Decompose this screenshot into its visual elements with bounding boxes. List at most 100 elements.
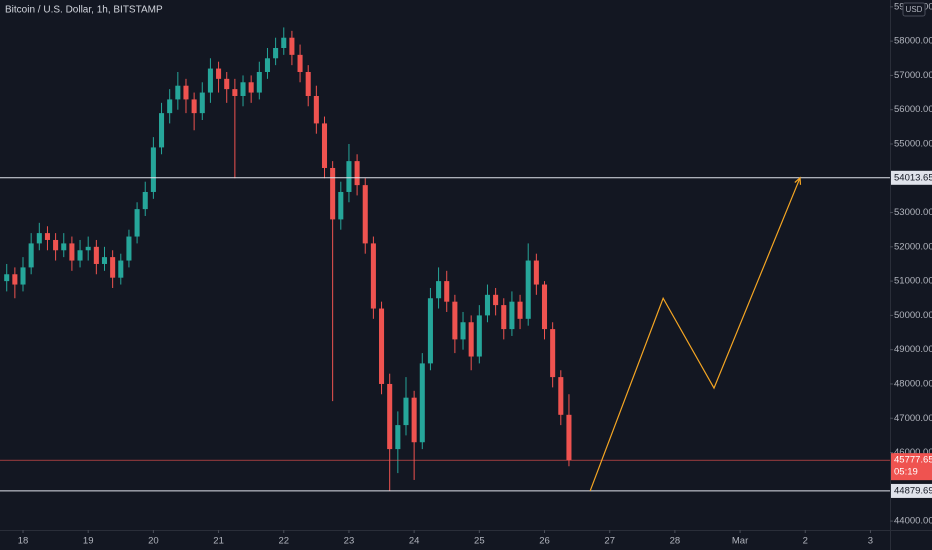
candle-body [533, 260, 539, 285]
candle-body [77, 250, 83, 261]
y-tick-label: 55000.00 [894, 139, 932, 150]
candle-body [12, 274, 18, 285]
candle-body [558, 377, 564, 415]
candle-body [256, 71, 262, 93]
x-tick-label: 18 [18, 536, 29, 547]
candle-body [541, 284, 548, 330]
candle-body [175, 85, 181, 100]
candle-body [61, 243, 67, 251]
candle-body [240, 82, 246, 96]
candle-body [436, 281, 442, 299]
candle-body [493, 294, 499, 306]
candle-body [346, 161, 352, 192]
candle-body [517, 301, 523, 319]
y-tick-label: 50000.00 [894, 310, 932, 321]
candle-body [330, 167, 336, 220]
y-tick-label: 44000.00 [894, 516, 932, 527]
candle-body [338, 191, 344, 220]
y-tick-label: 49000.00 [894, 344, 932, 355]
candle-body [321, 123, 328, 168]
price-label-box [891, 483, 932, 498]
candle-body [305, 71, 311, 96]
candle-body [427, 298, 433, 364]
y-tick-label: 56000.00 [894, 104, 932, 115]
candle-body [207, 68, 213, 93]
candle-body [370, 243, 376, 309]
candle-body [20, 267, 26, 285]
x-tick-label: Mar [732, 536, 748, 547]
candle-body [199, 92, 205, 114]
x-tick-label: 26 [539, 536, 550, 547]
candle-body [452, 301, 458, 340]
candle-body [297, 54, 303, 72]
x-tick-label: 3 [868, 536, 873, 547]
candle-body [85, 246, 91, 251]
candle-body [53, 239, 59, 251]
candle-body [44, 233, 50, 240]
candle-body [36, 233, 42, 244]
candle-body [93, 246, 99, 264]
candle-body [484, 294, 490, 316]
x-tick-label: 25 [474, 536, 485, 547]
y-tick-label: 53000.00 [894, 207, 932, 218]
candle-body [395, 425, 401, 450]
candle-body [476, 315, 482, 357]
y-tick-label: 47000.00 [894, 413, 932, 424]
candle-body [444, 281, 450, 302]
last-price-box [891, 453, 932, 481]
candle-body [191, 99, 197, 114]
y-tick-label: 48000.00 [894, 378, 932, 389]
candle-body [411, 397, 417, 443]
price-label: 44879.69 [894, 485, 932, 496]
candle-body [281, 37, 287, 48]
last-price-label: 45777.65 [894, 455, 932, 466]
y-tick-label: 58000.00 [894, 36, 932, 47]
candle-body [566, 414, 572, 461]
candle-body [419, 363, 425, 443]
candle-body [69, 243, 75, 261]
y-tick-label: 46000.00 [894, 447, 932, 458]
y-tick-label: 57000.00 [894, 70, 932, 81]
candle-body [264, 58, 270, 72]
x-tick-label: 20 [148, 536, 159, 547]
candle-body [126, 236, 132, 261]
candle-body [183, 85, 189, 100]
x-tick-label: 19 [83, 536, 94, 547]
currency-badge [902, 2, 926, 17]
x-tick-label: 23 [344, 536, 355, 547]
x-tick-label: 24 [409, 536, 420, 547]
candle-body [403, 397, 409, 426]
price-label-box [891, 170, 932, 185]
candle-body [501, 305, 507, 330]
y-tick-label: 51000.00 [894, 276, 932, 287]
currency-label: USD [906, 5, 923, 14]
x-tick-label: 2 [803, 536, 808, 547]
candle-body [224, 78, 230, 90]
candle-body [289, 37, 295, 55]
candle-body [216, 68, 222, 79]
projection-arrowhead [794, 176, 802, 185]
candle-body [150, 147, 156, 192]
candle-body [354, 161, 360, 186]
candle-body [550, 329, 556, 378]
x-tick-label: 27 [604, 536, 615, 547]
candle-body [118, 260, 124, 278]
projection-line [589, 177, 801, 492]
x-tick-label: 28 [670, 536, 681, 547]
y-tick-label: 52000.00 [894, 241, 932, 252]
candle-body [142, 191, 148, 210]
candle-body [387, 383, 393, 450]
candle-body [362, 185, 368, 244]
candle-body [509, 301, 515, 330]
candle-body [28, 243, 34, 268]
candle-body [248, 82, 254, 93]
candle-body [525, 260, 531, 319]
candle-body [4, 274, 10, 282]
chart-title: Bitcoin / U.S. Dollar, 1h, BITSTAMP [5, 5, 163, 16]
candle-body [379, 308, 385, 384]
candle-body [167, 99, 173, 114]
x-tick-label: 22 [278, 536, 289, 547]
